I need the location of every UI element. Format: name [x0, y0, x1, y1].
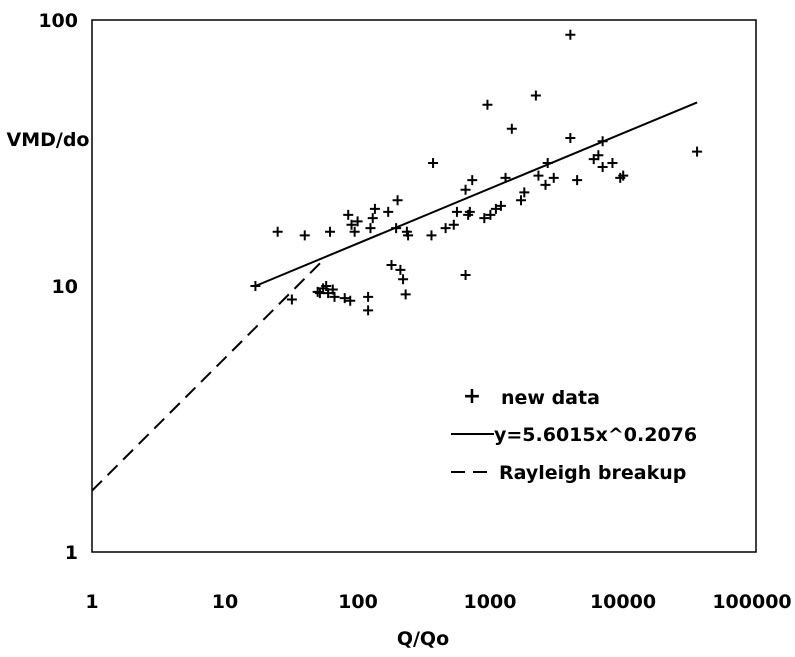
data-point-2	[286, 294, 297, 305]
data-point-3	[299, 230, 310, 241]
data-point-40	[464, 206, 475, 217]
data-point-56	[565, 29, 576, 40]
x-tick-label-10: 10	[212, 591, 238, 613]
x-tick-label-100000: 100000	[712, 591, 791, 613]
legend-label-rayleigh: Rayleigh breakup	[499, 462, 686, 484]
data-point-23	[383, 206, 394, 217]
x-tick-label-1000: 1000	[464, 591, 517, 613]
data-point-36	[451, 206, 462, 217]
data-point-9	[325, 226, 336, 237]
legend-label-new-data: new data	[501, 387, 600, 409]
data-point-50	[519, 187, 530, 198]
data-point-18	[363, 305, 374, 316]
data-point-15	[346, 219, 357, 230]
data-point-37	[460, 184, 471, 195]
data-point-12	[339, 293, 350, 304]
data-point-32	[426, 230, 437, 241]
data-point-16	[349, 226, 360, 237]
data-point-21	[367, 213, 378, 224]
y-tick-label-10: 10	[52, 276, 78, 298]
data-point-58	[572, 175, 583, 186]
x-tick-label-10000: 10000	[590, 591, 656, 613]
data-point-26	[392, 195, 403, 206]
data-point-43	[482, 99, 493, 110]
data-point-63	[607, 158, 618, 169]
y-axis-label: VMD/do	[7, 129, 90, 151]
data-point-28	[398, 274, 409, 285]
data-point-51	[530, 90, 541, 101]
x-tick-label-100: 100	[338, 591, 378, 613]
data-point-10	[327, 284, 338, 295]
x-tick-label-1: 1	[85, 591, 98, 613]
data-point-29	[400, 289, 411, 300]
data-point-27	[395, 264, 406, 275]
data-point-46	[495, 200, 506, 211]
data-point-11	[329, 291, 340, 302]
data-point-31	[403, 230, 414, 241]
data-point-42	[479, 213, 490, 224]
data-point-4	[312, 286, 323, 297]
data-point-13	[343, 209, 354, 220]
x-axis-label: Q/Qo	[397, 628, 449, 650]
data-point-61	[597, 162, 608, 173]
data-point-22	[369, 203, 380, 214]
data-layer	[91, 29, 703, 492]
data-point-7	[321, 281, 332, 291]
data-point-41	[467, 175, 478, 186]
data-point-65	[618, 170, 629, 181]
legend-label-fit: y=5.6015x^0.2076	[494, 424, 697, 446]
data-point-66	[692, 146, 703, 157]
data-point-48	[506, 123, 517, 134]
data-point-57	[565, 133, 576, 144]
y-tick-label-100: 100	[38, 10, 78, 32]
data-point-55	[548, 172, 559, 183]
data-point-34	[440, 223, 451, 234]
fit-line	[255, 101, 698, 287]
data-point-53	[540, 179, 551, 190]
data-point-33	[428, 158, 439, 169]
data-point-49	[516, 195, 527, 206]
data-point-38	[460, 269, 471, 280]
data-point-60	[593, 150, 604, 161]
plot-area	[91, 19, 757, 553]
data-point-1	[272, 226, 283, 237]
data-point-35	[448, 219, 459, 230]
legend: + new data y=5.6015x^0.2076 Rayleigh bre…	[451, 384, 697, 484]
data-point-19	[363, 291, 374, 302]
data-point-20	[365, 223, 376, 234]
data-point-17	[352, 216, 363, 227]
data-point-14	[345, 295, 356, 306]
data-point-45	[490, 203, 501, 214]
y-tick-label-1: 1	[65, 542, 78, 564]
data-point-44	[485, 209, 496, 220]
rayleigh-breakup-line	[91, 259, 324, 492]
data-point-24	[386, 259, 397, 270]
legend-marker-new-data: +	[463, 384, 481, 409]
data-point-52	[533, 170, 544, 181]
